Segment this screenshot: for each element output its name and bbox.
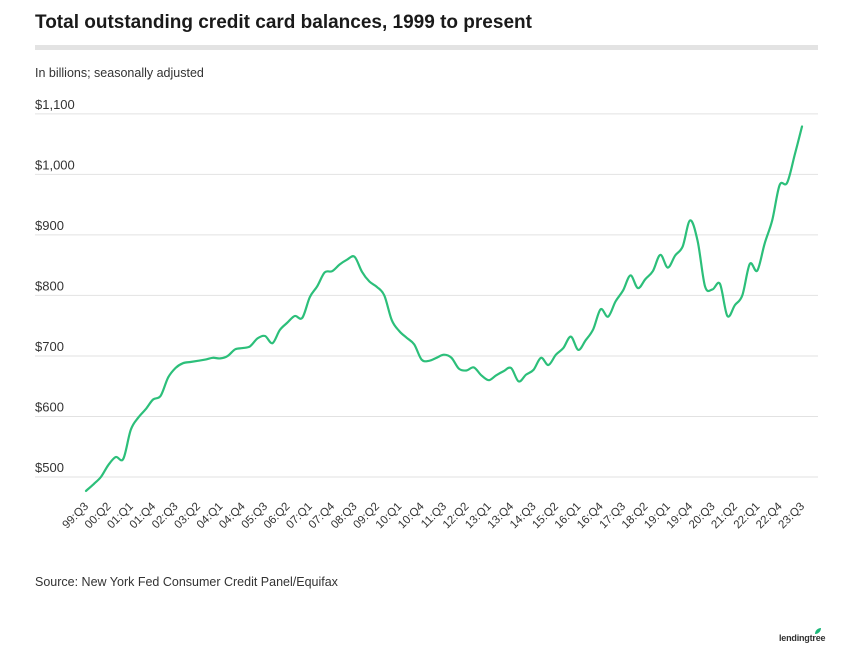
series-line-credit-card-balances	[84, 125, 804, 492]
y-tick-label: $1,000	[35, 157, 75, 172]
title-divider	[35, 45, 818, 50]
y-tick-label: $800	[35, 278, 64, 293]
chart-title: Total outstanding credit card balances, …	[35, 12, 532, 33]
x-axis: 99:Q300:Q201:Q101:Q402:Q303:Q204:Q104:Q4…	[60, 500, 807, 531]
y-tick-label: $600	[35, 399, 64, 414]
chart-subtitle: In billions; seasonally adjusted	[35, 66, 204, 80]
y-tick-label: $500	[35, 460, 64, 475]
logo-leaf-icon	[815, 628, 822, 634]
y-tick-label: $1,100	[35, 97, 75, 112]
line-chart: $500 $600 $700 $800 $900 $1,000 $1,100 99:Q300…	[35, 97, 818, 531]
y-axis: $500 $600 $700 $800 $900 $1,000 $1,100	[35, 97, 75, 475]
y-tick-label: $700	[35, 339, 64, 354]
grid-lines	[35, 113, 818, 478]
lendingtree-logo: lendingtree	[779, 628, 826, 643]
x-tick-label: 23:Q3	[776, 501, 807, 532]
logo-text: lendingtree	[779, 633, 826, 643]
source-note: Source: New York Fed Consumer Credit Pan…	[35, 575, 338, 589]
y-tick-label: $900	[35, 218, 64, 233]
